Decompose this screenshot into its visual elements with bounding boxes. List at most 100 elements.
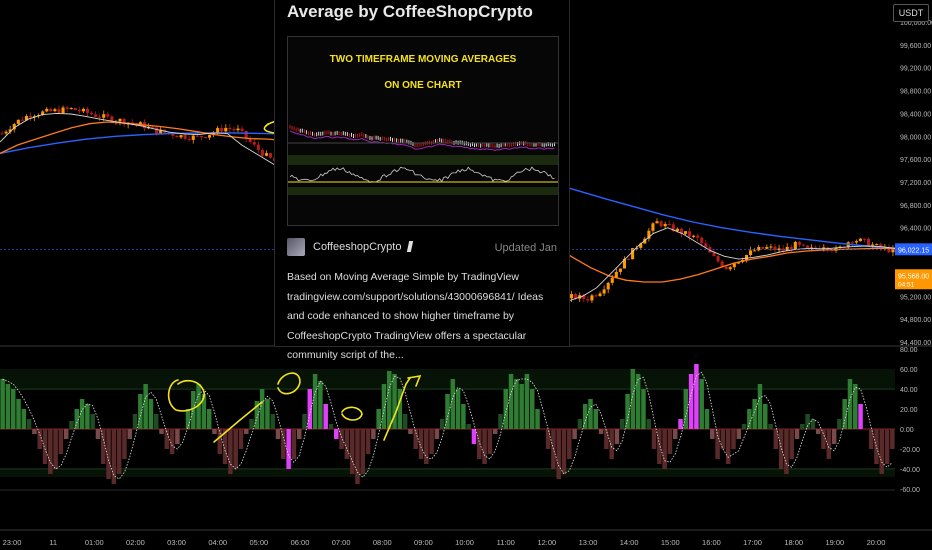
thumbnail-band <box>288 187 558 195</box>
candle-body <box>610 277 614 283</box>
candle-body <box>207 135 212 138</box>
oscillator-bar <box>784 429 789 474</box>
oscillator-bar <box>704 409 710 429</box>
oscillator-bar <box>853 384 858 429</box>
candle-body <box>8 129 12 132</box>
oscillator-bar <box>296 429 302 439</box>
candle-body <box>667 224 671 226</box>
candle-body <box>854 241 858 243</box>
candle-body <box>16 119 20 124</box>
author-name[interactable]: CoffeeshopCrypto <box>313 241 402 253</box>
candle-body <box>240 128 244 131</box>
oscillator-bar <box>593 409 599 429</box>
card-title[interactable]: Average by CoffeeShopCrypto <box>287 2 533 21</box>
candle-body <box>614 271 618 278</box>
oscillator-bar <box>884 429 890 464</box>
oscillator-bar <box>74 409 80 429</box>
time-tick-label: 11:00 <box>497 538 515 547</box>
oscillator-bar <box>392 374 397 429</box>
candle-body <box>586 299 590 301</box>
candle-body <box>785 246 789 251</box>
oscillator-bar <box>106 429 111 479</box>
oscillator-bar <box>53 429 58 469</box>
pencil-icon <box>406 241 414 252</box>
candle-body <box>102 114 106 118</box>
oscillator-bar <box>275 429 281 439</box>
candle-body <box>69 107 73 109</box>
secondary-price-label: 95,568.00 <box>898 273 929 280</box>
oscillator-bar <box>334 429 339 439</box>
candle-body <box>159 129 163 134</box>
candle-body <box>24 116 28 121</box>
candle-body <box>805 245 810 248</box>
currency-button[interactable]: USDT <box>893 4 929 22</box>
oscillator-bar <box>556 429 561 479</box>
price-tick-label: 94,800.00 <box>900 317 931 324</box>
candle-body <box>195 135 199 137</box>
candle-body <box>41 111 45 116</box>
oscillator-bar <box>58 429 64 454</box>
oscillator-bar <box>620 419 625 429</box>
candle-body <box>793 241 797 250</box>
candle-body <box>268 153 273 158</box>
candle-body <box>122 119 126 125</box>
annotation-circle <box>277 372 301 395</box>
oscillator-bar <box>201 394 207 429</box>
oscillator-bar <box>577 419 583 429</box>
oscillator-bar <box>116 429 122 474</box>
oscillator-bar <box>572 429 577 439</box>
script-preview-card[interactable]: Average by CoffeeShopCrypto TWO TIMEFRAM… <box>274 0 570 361</box>
candle-body <box>887 247 891 253</box>
candle-body <box>781 248 785 251</box>
oscillator-bar <box>48 429 53 474</box>
oscillator-bar <box>217 429 223 454</box>
oscillator-bar <box>588 399 593 429</box>
oscillator-bar <box>736 429 742 439</box>
oscillator-bar <box>244 429 249 434</box>
candle-body <box>590 295 594 301</box>
oscillator-bar <box>847 379 853 429</box>
candle-body <box>675 228 679 232</box>
candle-body <box>73 107 77 111</box>
oscillator-lower-band <box>0 469 895 477</box>
oscillator-tick-label: 80.00 <box>900 347 918 354</box>
oscillator-bar <box>657 429 662 464</box>
thumbnail-ma-line <box>289 130 555 151</box>
oscillator-bar <box>524 374 530 429</box>
candle-body <box>232 129 236 131</box>
candle-body <box>639 243 643 248</box>
candle-body <box>598 293 602 296</box>
oscillator-bar <box>101 429 106 464</box>
candle-body <box>81 108 85 112</box>
oscillator-bar <box>0 379 5 429</box>
oscillator-bar <box>778 429 784 469</box>
oscillator-bar <box>720 429 726 449</box>
oscillator-bar <box>339 429 344 449</box>
annotation-circle <box>341 406 363 421</box>
oscillator-bar <box>127 429 132 439</box>
card-thumbnail[interactable]: TWO TIMEFRAME MOVING AVERAGES ON ONE CHAR… <box>287 36 559 226</box>
oscillator-signal-line <box>2 371 893 480</box>
candle-body <box>822 247 826 249</box>
time-tick-label: 15:00 <box>661 538 680 547</box>
candle-body <box>256 144 260 150</box>
time-tick-label: 23:00 <box>3 538 22 547</box>
price-tick-label: 98,800.00 <box>900 89 931 96</box>
oscillator-tick-label: -20.00 <box>900 447 920 454</box>
oscillator-bar <box>874 429 879 464</box>
oscillator-upper-band <box>0 369 895 389</box>
candle-body <box>724 266 728 270</box>
annotation-circle <box>167 379 205 412</box>
candle-body <box>118 119 122 122</box>
candle-body <box>85 108 90 113</box>
time-tick-label: 14:00 <box>620 538 639 547</box>
candle-body <box>179 135 183 138</box>
oscillator-bar <box>598 429 604 434</box>
oscillator-bar <box>286 429 291 469</box>
time-tick-label: 06:00 <box>291 538 310 547</box>
price-tick-label: 98,000.00 <box>900 134 931 141</box>
author-avatar[interactable] <box>287 238 305 256</box>
thumbnail-oscillator-line <box>289 166 555 183</box>
price-tick-label: 94,400.00 <box>900 340 931 347</box>
oscillator-bar <box>191 391 196 429</box>
